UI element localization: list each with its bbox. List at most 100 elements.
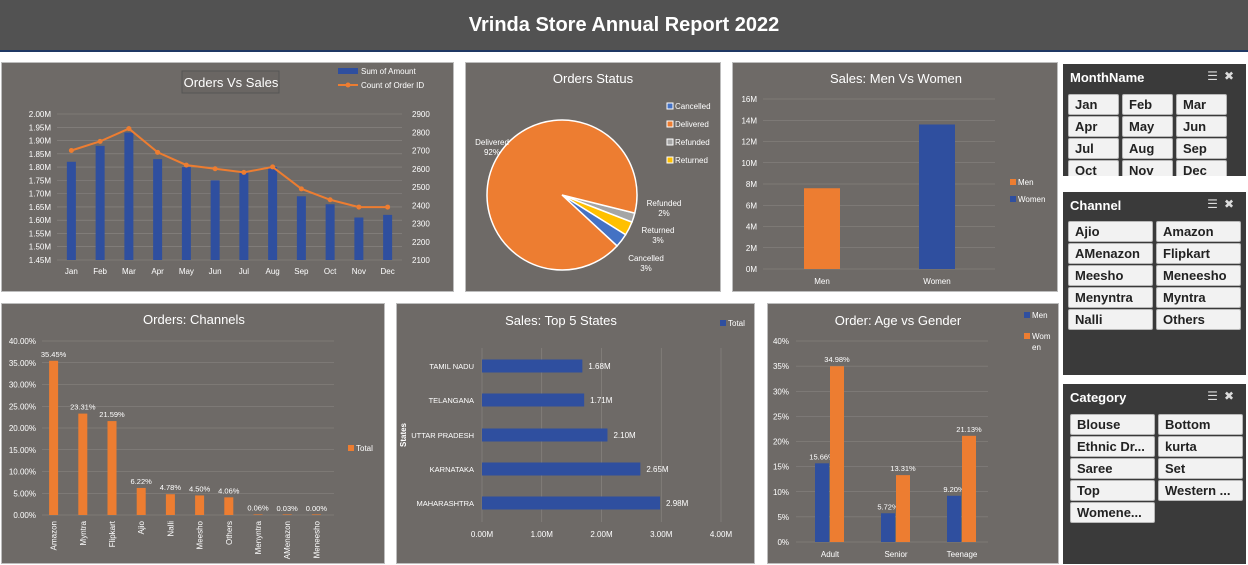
slicer-item[interactable]: Dec — [1176, 160, 1227, 176]
slicer-item[interactable]: Others — [1156, 309, 1241, 330]
multi-select-icon[interactable]: ☰ — [1207, 69, 1224, 83]
slicer-item[interactable]: Meneesho — [1156, 265, 1241, 286]
bar-channel-myntra — [78, 413, 88, 515]
data-label: 0.00% — [306, 504, 328, 513]
clear-filter-icon[interactable]: ✖ — [1223, 69, 1240, 83]
point-count-of-order-id — [385, 204, 391, 210]
monthname-slicer: MonthName ☰✖ Jan Feb Mar Apr May Jun Jul Aug Sep Oc… — [1063, 64, 1246, 176]
slicer-item[interactable]: Apr — [1068, 116, 1119, 137]
slicer-item[interactable]: Sep — [1176, 138, 1227, 159]
slicer-item[interactable]: Nalli — [1068, 309, 1153, 330]
legend-swatch-sum-of-amount — [338, 68, 358, 74]
bar-women — [830, 366, 844, 542]
slicer-item[interactable]: kurta — [1158, 436, 1243, 457]
data-label: 5.72% — [877, 502, 899, 511]
bar-sum-of-amount — [181, 167, 191, 260]
legend-label-returned: Returned — [675, 156, 708, 165]
slicer-item[interactable]: Oct — [1068, 160, 1119, 176]
slicer-item[interactable]: Ethnic Dr... — [1070, 436, 1155, 457]
x-tick-label: Dec — [381, 267, 395, 276]
orders-vs-sales-panel: Orders Vs Sales 1.45M 1.50M 1.55M 1.60M 1.65M… — [1, 62, 454, 292]
y-tick-label: 12M — [741, 138, 757, 147]
data-label: 21.13% — [956, 425, 982, 434]
slicer-item[interactable]: May — [1122, 116, 1173, 137]
left-axis-tick-label: 1.45M — [29, 256, 52, 265]
chart-title: Sales: Top 5 States — [505, 313, 617, 328]
chart-title-box — [181, 70, 280, 94]
slicer-item[interactable]: Mar — [1176, 94, 1227, 115]
bar-state — [482, 359, 583, 373]
slicer-item[interactable]: Jul — [1068, 138, 1119, 159]
slicer-item-list[interactable]: Jan Feb Mar Apr May Jun Jul Aug Sep Oct Nov Dec — [1063, 94, 1246, 176]
slicer-item[interactable]: Saree — [1070, 458, 1155, 479]
slicer-item[interactable]: Flipkart — [1156, 243, 1241, 264]
y-tick-label: 30.00% — [9, 381, 36, 390]
legend-swatch-delivered — [666, 120, 674, 128]
y-tick-label: 35% — [773, 362, 789, 371]
slicer-item[interactable]: Myntra — [1156, 287, 1241, 308]
bar-men — [947, 495, 961, 542]
right-axis-tick-label: 2800 — [412, 128, 430, 137]
legend-swatch-total — [720, 320, 726, 326]
point-count-of-order-id — [298, 186, 304, 192]
data-label: 4.78% — [160, 483, 182, 492]
slicer-item[interactable]: Womene... — [1070, 502, 1155, 523]
slicer-item[interactable]: Menyntra — [1068, 287, 1153, 308]
slicer-item[interactable]: Set — [1158, 458, 1243, 479]
multi-select-icon[interactable]: ☰ — [1207, 197, 1224, 211]
y-tick-label: KARNATAKA — [430, 465, 474, 474]
y-tick-label: 40% — [773, 337, 789, 346]
slicer-item[interactable]: Western ... — [1158, 480, 1243, 501]
x-tick-label: Meneesho — [312, 520, 321, 558]
clear-filter-icon[interactable]: ✖ — [1223, 197, 1240, 211]
clear-filter-icon[interactable]: ✖ — [1223, 389, 1240, 403]
data-label: 34.98% — [824, 355, 850, 364]
point-count-of-order-id — [241, 169, 247, 175]
bar-channel-meesho — [195, 495, 205, 515]
legend-label-sum-of-amount: Sum of Amount — [361, 67, 416, 76]
slicer-item-list[interactable]: Blouse Bottom Ethnic Dr... kurta Saree Set Top… — [1063, 414, 1246, 564]
slicer-item[interactable]: Top — [1070, 480, 1155, 501]
pie-label-refunded: Refunded — [647, 199, 682, 208]
legend-label-women: Women — [1018, 195, 1045, 204]
data-label: 2.98M — [666, 499, 689, 508]
bar-state — [482, 462, 641, 476]
bar-channel-menyntra — [253, 514, 263, 515]
right-axis-tick-label: 2400 — [412, 201, 430, 210]
y-tick-label: 0.00% — [13, 511, 36, 520]
legend-label-men: Men — [1032, 311, 1048, 320]
slicer-item[interactable]: Nov — [1122, 160, 1173, 176]
y-tick-label: 2M — [746, 244, 757, 253]
multi-select-icon[interactable]: ☰ — [1207, 389, 1224, 403]
bar-state — [482, 496, 661, 510]
slicer-item[interactable]: Meesho — [1068, 265, 1153, 286]
slicer-item[interactable]: Amazon — [1156, 221, 1241, 242]
slicer-item[interactable]: Aug — [1122, 138, 1173, 159]
x-tick-label: Adult — [821, 550, 840, 559]
slicer-item[interactable]: Feb — [1122, 94, 1173, 115]
slicer-item[interactable]: Jun — [1176, 116, 1227, 137]
slicer-item[interactable]: Blouse — [1070, 414, 1155, 435]
point-count-of-order-id — [356, 204, 362, 210]
y-tick-label: 15% — [773, 463, 789, 472]
chart-title: Orders Status — [553, 71, 634, 86]
line-count-of-order-id — [71, 127, 388, 209]
bar-men — [881, 513, 895, 542]
slicer-item[interactable]: Ajio — [1068, 221, 1153, 242]
slicer-item[interactable]: Bottom — [1158, 414, 1243, 435]
slicer-item-list[interactable]: Ajio Amazon AMenazon Flipkart Meesho Meneesho… — [1063, 221, 1246, 375]
slicer-item[interactable]: Jan — [1068, 94, 1119, 115]
data-label: 4.50% — [189, 484, 211, 493]
y-tick-label: 20% — [773, 438, 789, 447]
pie-label-returned: Returned — [642, 226, 675, 235]
orders-vs-sales-chart: Orders Vs Sales 1.45M 1.50M 1.55M 1.60M 1.65M… — [29, 67, 431, 276]
slicer-item[interactable]: AMenazon — [1068, 243, 1153, 264]
legend-label-delivered: Delivered — [675, 120, 709, 129]
bar-men — [815, 463, 829, 542]
x-tick-label: Meesho — [196, 520, 205, 549]
x-tick-label: Jul — [239, 267, 249, 276]
y-tick-label: 0% — [777, 538, 789, 547]
chart-title: Sales: Men Vs Women — [830, 71, 962, 86]
legend-marker-count-of-order-id — [345, 82, 351, 88]
legend-swatch-men — [1010, 179, 1016, 185]
